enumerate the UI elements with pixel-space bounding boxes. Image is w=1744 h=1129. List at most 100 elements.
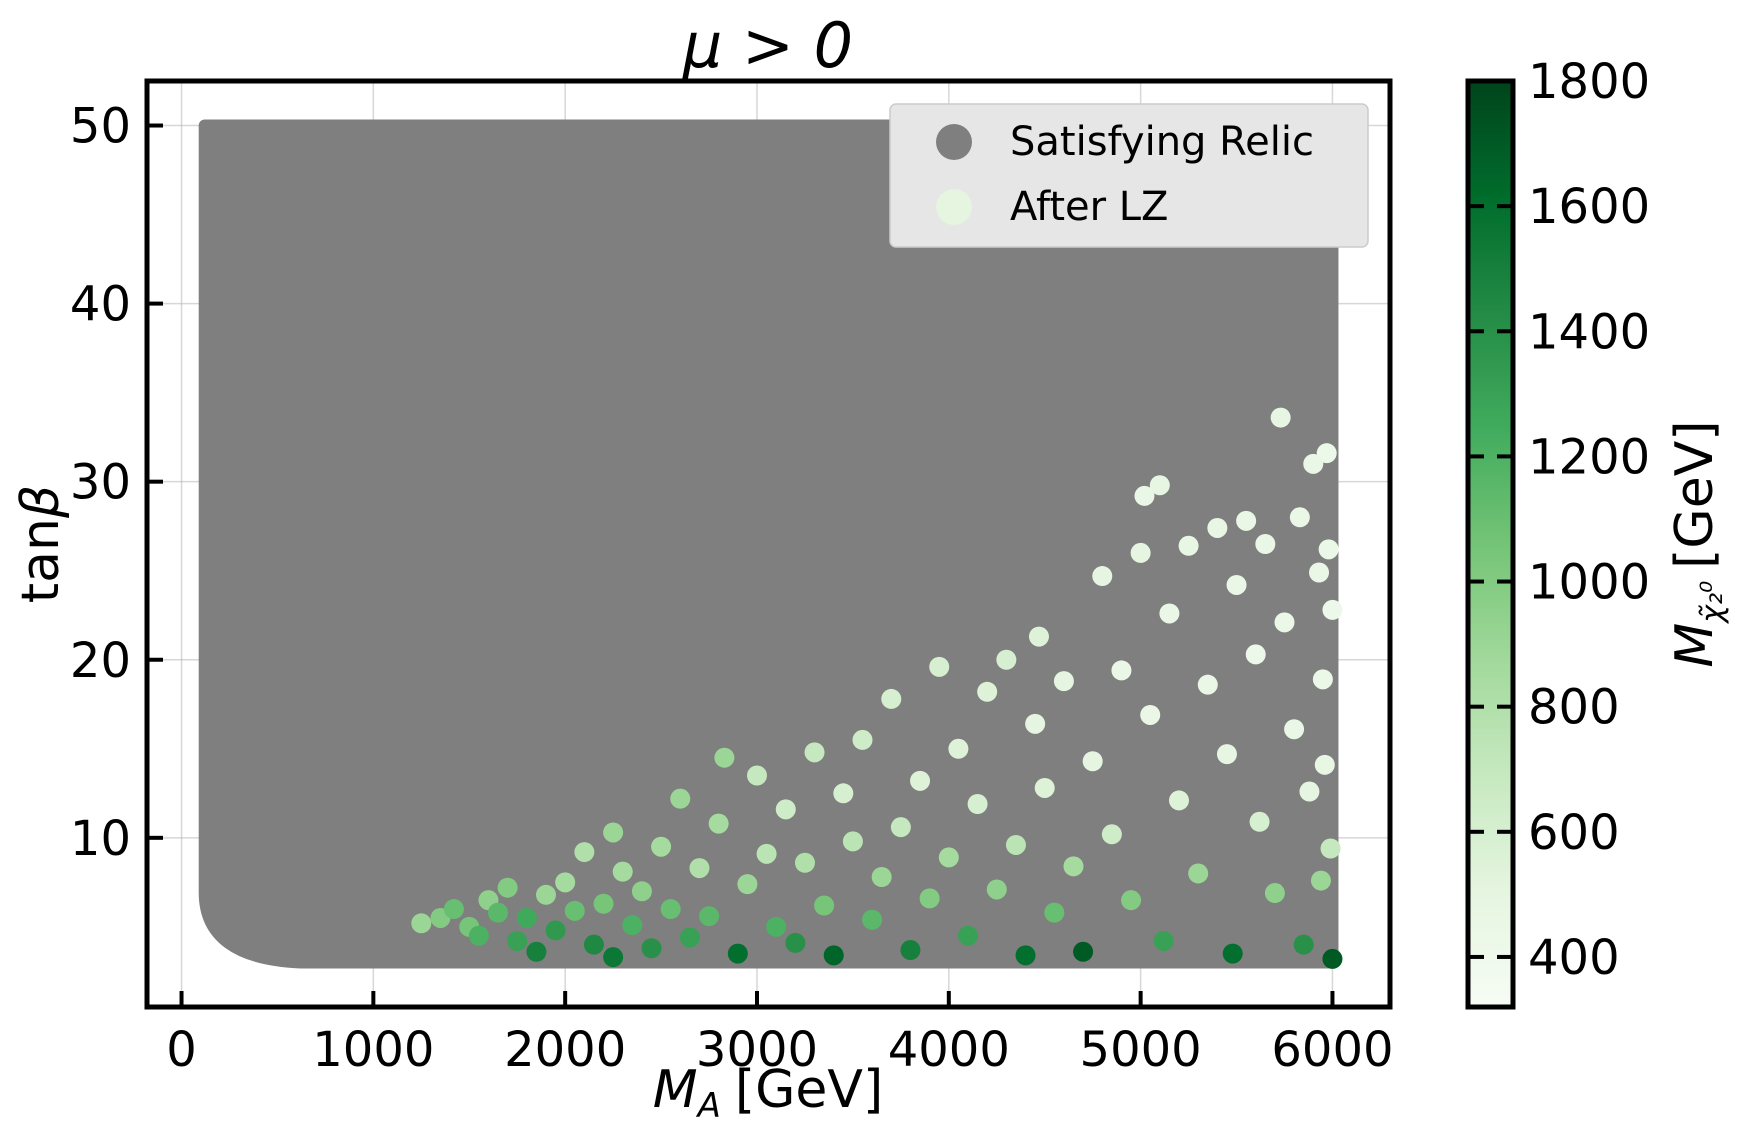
after-lz-point <box>756 843 777 864</box>
after-lz-point <box>727 943 748 964</box>
after-lz-point <box>766 916 787 937</box>
after-lz-point <box>1111 660 1132 681</box>
after-lz-point <box>1044 902 1065 923</box>
after-lz-point <box>651 836 672 857</box>
after-lz-point <box>862 909 883 930</box>
legend-marker-satisfying-relic <box>936 124 972 160</box>
after-lz-point <box>1188 863 1209 884</box>
after-lz-point <box>929 656 950 677</box>
x-axis-label: MA [GeV] <box>653 1060 884 1126</box>
y-tick-label: 20 <box>70 633 131 689</box>
after-lz-point <box>1216 744 1237 765</box>
colorbar-tick-label: 800 <box>1528 680 1620 736</box>
after-lz-point <box>555 872 576 893</box>
after-lz-point <box>1178 535 1199 556</box>
after-lz-point <box>1092 566 1113 587</box>
after-lz-point <box>699 906 720 927</box>
after-lz-point <box>948 738 969 759</box>
after-lz-point <box>1053 671 1074 692</box>
after-lz-point <box>1289 507 1310 528</box>
chart-title: μ > 0 <box>682 9 853 82</box>
colorbar-label: Mχ̃₂⁰[GeV] <box>1665 420 1730 667</box>
y-tick-label: 40 <box>70 277 131 333</box>
after-lz-point <box>1130 542 1151 563</box>
after-lz-point <box>1255 534 1276 554</box>
after-lz-point <box>1322 948 1343 969</box>
after-lz-point <box>603 947 624 968</box>
y-tick-label: 30 <box>70 455 131 511</box>
after-lz-point <box>1249 811 1270 832</box>
plot-frame <box>144 78 1393 1010</box>
after-lz-point <box>488 902 509 923</box>
after-lz-point <box>1322 599 1343 620</box>
colorbar-tick-label: 1200 <box>1528 429 1650 485</box>
x-tick-label: 0 <box>166 1022 197 1078</box>
after-lz-point <box>612 861 633 882</box>
after-lz-point <box>823 945 844 966</box>
legend-marker-after-lz <box>936 189 972 225</box>
after-lz-point <box>1284 719 1305 740</box>
after-lz-point <box>1082 751 1103 772</box>
after-lz-point <box>670 788 691 809</box>
after-lz-point <box>1063 856 1084 877</box>
colorbar-gradient <box>1465 78 1516 1010</box>
after-lz-point <box>535 884 556 905</box>
after-lz-point <box>1134 485 1155 506</box>
after-lz-point <box>1222 943 1243 964</box>
after-lz-point <box>1101 824 1122 845</box>
after-lz-point <box>1316 443 1337 464</box>
after-lz-point <box>938 847 959 868</box>
satisfying-relic-region <box>198 119 1339 969</box>
after-lz-point <box>1226 574 1247 595</box>
after-lz-point <box>785 932 806 953</box>
after-lz-point <box>689 858 710 879</box>
after-lz-point <box>1197 674 1218 695</box>
after-lz-point <box>1168 790 1189 811</box>
x-tick-label: 2000 <box>504 1022 626 1078</box>
colorbar-tick-label: 1000 <box>1528 555 1650 611</box>
x-axis-ticks: 0 1000 2000 3000 4000 5000 6000 <box>166 991 1394 1078</box>
after-lz-point <box>1005 834 1026 855</box>
colorbar-ticks: 400 600 800 1000 1200 1400 1600 1800 <box>1468 54 1650 986</box>
after-lz-point <box>1073 941 1094 962</box>
after-lz-point <box>1270 407 1291 428</box>
after-lz-point <box>631 881 652 902</box>
after-lz-point <box>1293 934 1314 955</box>
after-lz-point <box>1318 539 1339 560</box>
after-lz-point <box>443 899 464 920</box>
after-lz-point <box>910 770 931 791</box>
after-lz-point <box>708 813 729 834</box>
after-lz-point <box>814 895 835 916</box>
after-lz-point <box>804 742 825 763</box>
after-lz-point <box>977 681 998 702</box>
after-lz-point <box>1236 510 1257 531</box>
after-lz-point <box>737 874 758 895</box>
after-lz-point <box>1309 562 1330 583</box>
y-axis-label: tanβ <box>11 485 71 603</box>
after-lz-point <box>1140 704 1161 725</box>
after-lz-point <box>574 842 595 863</box>
colorbar-tick-label: 1800 <box>1528 54 1650 110</box>
legend-label-after-lz: After LZ <box>1010 184 1168 230</box>
after-lz-point <box>900 940 921 961</box>
after-lz-point <box>1274 612 1295 633</box>
after-lz-point <box>833 783 854 804</box>
x-tick-label: 3000 <box>696 1022 818 1078</box>
x-tick-label: 4000 <box>888 1022 1010 1078</box>
after-lz-point <box>507 931 528 952</box>
after-lz-point <box>1303 453 1324 474</box>
legend: Satisfying Relic After LZ <box>889 103 1369 248</box>
after-lz-point <box>881 688 902 709</box>
x-tick-label: 1000 <box>312 1022 434 1078</box>
after-lz-point <box>996 649 1017 670</box>
y-tick-label: 50 <box>70 99 131 155</box>
after-lz-point <box>468 925 489 946</box>
after-lz-point <box>411 913 432 934</box>
after-lz-point <box>1034 777 1055 798</box>
after-lz-points <box>411 407 1343 969</box>
after-lz-point <box>1207 517 1228 538</box>
after-lz-point <box>957 925 978 946</box>
after-lz-point <box>526 941 547 962</box>
colorbar-tick-label: 400 <box>1528 930 1620 986</box>
